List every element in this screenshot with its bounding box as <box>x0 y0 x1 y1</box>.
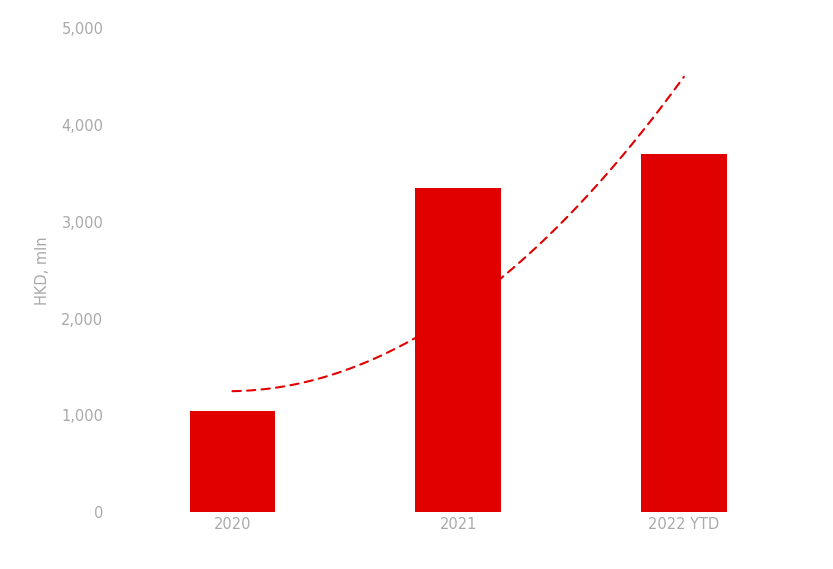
Y-axis label: HKD, mln: HKD, mln <box>35 236 50 304</box>
Bar <box>190 411 276 512</box>
Bar <box>641 154 726 512</box>
Bar <box>416 188 501 512</box>
